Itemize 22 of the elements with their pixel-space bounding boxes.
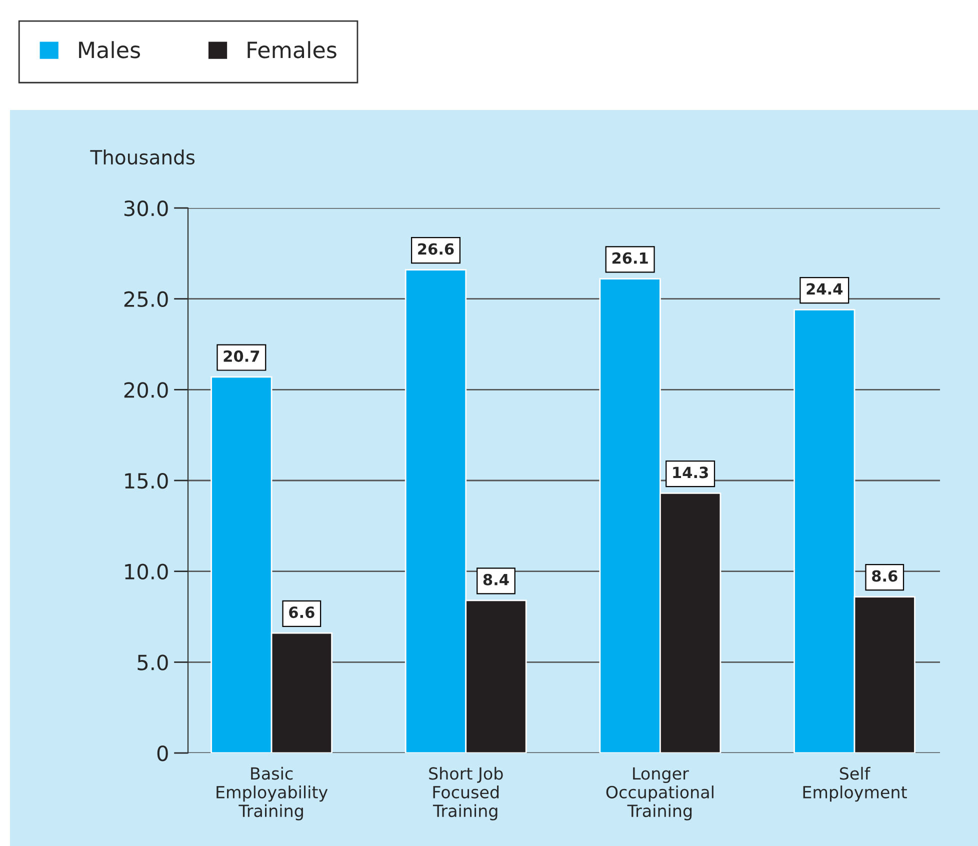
x-tick-label: Self Employment <box>803 766 907 802</box>
y-tick-label: 5.0 <box>138 654 168 670</box>
data-label: 24.4 <box>806 283 843 295</box>
legend-label: Females <box>248 41 336 58</box>
y-tick-label: 20.0 <box>124 382 168 398</box>
data-label: 26.1 <box>612 252 648 264</box>
y-axis-title: Thousands <box>90 150 195 165</box>
x-tick-label: Longer Occupational Training <box>606 767 714 820</box>
y-tick-label: 15.0 <box>125 472 168 489</box>
x-tick-label: Short Job Focused Training <box>429 766 503 820</box>
y-tick-label: 25.0 <box>124 291 168 308</box>
data-label: 26.6 <box>418 243 454 255</box>
y-tick-label: 30.0 <box>124 200 168 216</box>
data-label: 14.3 <box>673 466 708 478</box>
x-tick-label: Basic Employability Training <box>216 766 328 820</box>
data-label: 20.7 <box>224 350 260 362</box>
data-label: 8.4 <box>483 574 509 586</box>
y-tick-label: 10.0 <box>125 564 168 580</box>
legend-label: Males <box>79 41 140 58</box>
data-label: 6.6 <box>289 606 314 618</box>
data-label: 8.6 <box>872 570 898 582</box>
y-tick-label: 0 <box>157 745 168 762</box>
